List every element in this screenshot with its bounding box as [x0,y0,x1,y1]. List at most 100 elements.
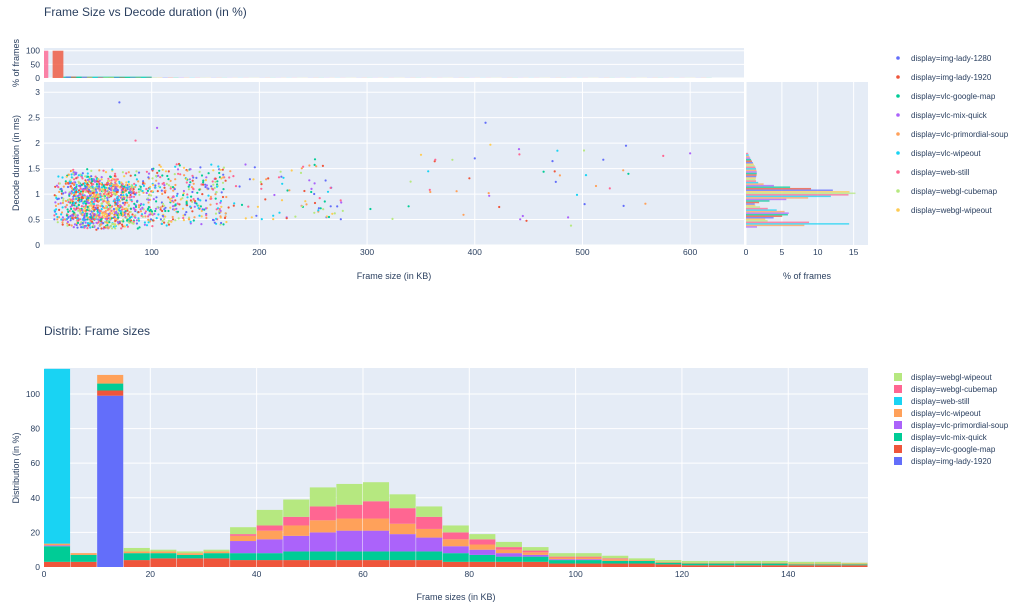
scatter-point [129,188,132,191]
histogram-bar-segment [70,554,97,562]
top-marginal-bar [76,76,82,78]
histogram-bar-segment [283,516,310,526]
scatter-point [101,188,104,191]
scatter-point [61,206,64,209]
scatter-point [252,178,255,181]
top-marginal-y-tick-label: 0 [35,73,40,83]
scatter-point [73,223,77,226]
scatter-point [160,222,163,225]
scatter-point [75,190,78,193]
scatter-point [128,196,131,199]
scatter-point [147,218,150,221]
histogram-bar-segment [336,483,363,505]
histogram-x-tick-label: 40 [252,569,262,579]
scatter-point [96,197,99,200]
histogram-bar-segment [389,551,416,561]
histogram-bar-segment [442,546,469,554]
scatter-point [87,197,90,200]
right-marginal-bar [746,212,789,214]
scatter-point [164,170,168,173]
scatter-point [215,202,218,205]
scatter-point [129,190,132,193]
scatter-point [75,177,78,180]
scatter-point [173,173,176,176]
histogram-bar-segment [362,530,390,552]
histogram-bar-segment [336,504,363,519]
scatter-point [238,185,241,188]
scatter-point [77,189,81,192]
scatter-point [222,173,225,176]
scatter-point [141,189,144,193]
scatter-point [214,197,217,200]
scatter-point [129,174,132,177]
histogram-bar-segment [549,560,576,564]
histogram-bar-segment [203,549,230,552]
scatter-point [98,179,101,182]
scatter-point [124,215,127,218]
scatter-point [91,220,94,223]
histogram-bar-segment [362,551,390,561]
scatter-point [554,180,557,183]
scatter-point [191,210,194,213]
scatter-point [154,207,158,210]
scatter-point [118,180,121,183]
scatter-point [174,178,177,181]
scatter-point [198,170,201,173]
legend-label: display=vlc-wipeout [911,409,981,418]
histogram-legend: display=webgl-wipeout display=webgl-cubem… [894,373,1009,466]
scatter-point [567,216,570,219]
histogram-bar-segment [602,560,629,564]
legend-label: display=web-still [911,397,970,406]
histogram-bar-segment [416,551,443,561]
legend-marker [896,208,900,212]
scatter-point [84,175,87,178]
scatter-point [519,218,522,221]
right-marginal-bar [746,177,756,179]
top-marginal-bar [52,50,64,78]
scatter-point [220,205,223,208]
histogram-bar-segment [283,499,310,517]
scatter-point [81,222,84,225]
scatter-point [182,219,185,222]
scatter-point [84,204,87,207]
histogram-bar-segment [708,560,735,563]
histogram-bar-segment [735,565,762,567]
scatter-point [89,194,92,197]
scatter-point [130,195,133,198]
scatter-point [83,194,86,197]
scatter-point [113,204,117,207]
scatter-point [61,223,64,226]
right-marginal-bar [746,158,752,161]
scatter-point [126,214,130,217]
histogram-bar-segment [522,556,549,562]
scatter-point [662,154,665,157]
scatter-point [111,222,114,226]
scatter-point [91,180,94,183]
histogram-bar-segment [735,563,762,566]
scatter-point [369,207,372,211]
right-marginal-bar [746,175,757,178]
scatter-point [58,182,61,185]
scatter-point [608,187,611,190]
scatter-point [134,204,137,207]
scatter-point [644,202,647,205]
scatter-point [88,204,91,207]
scatter-plot-area[interactable] [44,82,744,245]
scatter-point [98,169,101,172]
scatter-point [102,200,105,203]
histogram-bar-segment [814,561,841,564]
right-marginal-bar [746,197,809,199]
scatter-point [76,214,79,217]
scatter-point [161,202,164,205]
scatter-point [60,190,63,193]
scatter-point [95,221,98,224]
scatter-point [250,216,253,219]
scatter-point [140,214,143,217]
scatter-point [200,183,203,186]
scatter-point [147,201,150,204]
scatter-point [120,181,123,184]
histogram-bar-segment [362,518,390,531]
scatter-point [157,174,160,177]
scatter-point [119,205,122,208]
scatter-point [70,214,73,217]
